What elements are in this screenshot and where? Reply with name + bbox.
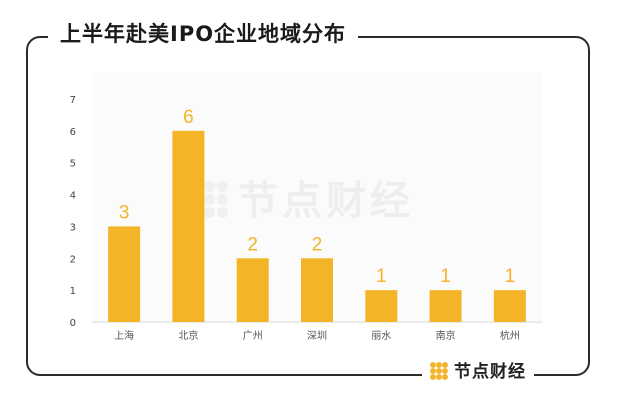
x-tick-label: 广州 [243,330,263,342]
data-label: 2 [247,234,258,255]
data-label: 3 [119,202,130,223]
y-tick-label: 6 [70,127,76,138]
watermark-text: 节点财经 [238,178,414,224]
x-tick-label: 杭州 [500,329,520,342]
x-tick-label: 北京 [178,329,198,342]
y-tick-label: 5 [70,159,76,170]
bar [108,226,141,322]
data-label: 1 [376,266,387,287]
x-tick-label: 南京 [436,329,456,342]
data-label: 1 [440,266,451,287]
y-tick-label: 2 [70,254,76,265]
bar [236,258,269,322]
y-tick-label: 0 [70,318,76,329]
x-tick-label: 上海 [114,329,134,342]
bar [365,290,398,322]
brand-dots-icon [430,362,448,380]
brand-logo: 节点财经 [422,357,534,382]
y-tick-label: 3 [70,222,76,233]
bar [493,290,526,322]
x-tick-label: 深圳 [307,330,327,342]
data-label: 2 [312,234,323,255]
x-tick-label: 丽水 [371,330,391,342]
bar [429,290,462,322]
y-tick-label: 7 [70,95,76,106]
y-tick-label: 1 [70,286,76,297]
bar [172,130,205,322]
chart-title: 上半年赴美IPO企业地域分布 [48,19,359,49]
brand-name: 节点财经 [454,362,526,382]
data-label: 1 [505,266,516,287]
y-tick-label: 4 [70,191,76,202]
data-label: 6 [183,107,194,128]
bar [301,258,333,322]
